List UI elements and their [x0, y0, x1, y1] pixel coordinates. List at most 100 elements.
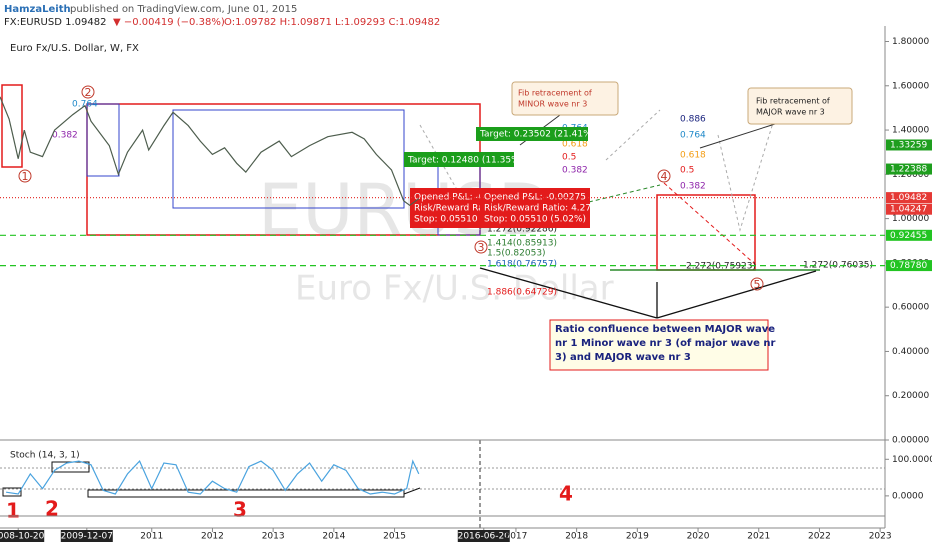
y-tick-label: 0.60000: [892, 303, 929, 313]
price-tag: [886, 203, 932, 215]
callout-text: MAJOR wave nr 3: [756, 108, 825, 117]
target-box: [404, 152, 514, 167]
x-tick-label: 2012: [201, 532, 224, 542]
stoch-title: Stoch (14, 3, 1): [10, 451, 80, 461]
symbol: FX:EURUSD 1.09482: [4, 17, 106, 28]
pnl: Opened P&L: -0.00275: [414, 193, 516, 203]
fib-label: 0.764: [680, 131, 706, 141]
wave-circles: [18, 85, 764, 291]
projection: [419, 99, 781, 232]
target-box: [476, 127, 588, 141]
x-tick-label: 2019: [626, 532, 649, 542]
fib-label: 0.5: [562, 153, 576, 163]
price-tag-label: 1.09482: [890, 193, 927, 203]
wave-labels: 1 2 3 4 5 1 2 3 4: [6, 86, 760, 523]
series-line: [0, 96, 420, 207]
callout-box: [747, 87, 853, 125]
price-tag-label: 1.04247: [890, 205, 927, 215]
x-tick-box: [60, 530, 113, 542]
callouts: Fib retracement of MINOR wave nr 3 Fib r…: [511, 81, 853, 371]
published: published on TradingView.com, June 01, 2…: [70, 4, 297, 15]
major-wave: 1: [6, 499, 20, 523]
wave-label: 4: [661, 170, 668, 183]
major-wave: 3: [233, 498, 247, 522]
y-tick-label: 0.00000: [892, 436, 929, 446]
wave-label: 3: [478, 241, 485, 254]
price-tag-label: 1.22388: [890, 165, 927, 175]
wave-circle: [18, 169, 32, 183]
box: [87, 487, 421, 498]
fib-label: 0.764: [72, 100, 98, 110]
x-tick-box: [0, 530, 45, 542]
y-tick-label: 1.60000: [892, 81, 929, 91]
y-tick-label: 1.80000: [892, 37, 929, 47]
series-line: [6, 459, 420, 495]
major-wave: 4: [559, 482, 573, 506]
fib-label: 1.5(0.82053): [487, 249, 546, 259]
arrow: [479, 267, 817, 319]
fib-label: 0.382: [680, 182, 706, 192]
change: ▼ −0.00419 (−0.38%): [113, 17, 225, 28]
fib-label: 1.272(0.76035): [803, 261, 873, 271]
stop: Stop: 0.05510 (5.02%): [484, 215, 586, 225]
fib-label: 1.414(0.85913): [487, 239, 557, 249]
callout-text: MINOR wave nr 3: [518, 100, 587, 109]
author[interactable]: HamzaLeith: [4, 4, 71, 15]
x-tick-label: 2020: [687, 532, 710, 542]
ohlc: O:1.09782 H:1.09871 L:1.09293 C:1.09482: [224, 17, 440, 28]
wave-circle: [474, 240, 488, 254]
x-tick-label: 2008-10-20: [0, 532, 45, 542]
x-tick-label: 2021: [747, 532, 770, 542]
y-tick-label: 0.20000: [892, 391, 929, 401]
x-tick-label: 2022: [808, 532, 831, 542]
x-tick-label: 2009-12-07: [61, 532, 113, 542]
price-tag-label: 0.92455: [890, 231, 927, 241]
x-tick-box: [457, 530, 510, 542]
price-tag-label: 1.33259: [890, 140, 927, 150]
fib-label: 0.382: [562, 166, 588, 176]
x-tick-label: 2017: [504, 532, 527, 542]
y-tick-label: 0.40000: [892, 347, 929, 357]
box: [2, 487, 22, 497]
x-tick-label: 2011: [140, 532, 163, 542]
stop: Stop: 0.05510 (5.02%): [414, 215, 516, 225]
fib-labels: 0.886 0.764 0.618 0.5 0.382 0.764 0.618 …: [52, 100, 873, 298]
wave-circle: [657, 169, 671, 183]
fib-label: 1.272(0.92286): [487, 225, 557, 235]
y-tick-label: 0.0000: [892, 491, 924, 501]
fib-label: 2.272(0.75923): [686, 262, 756, 272]
y-tick-label: 1.40000: [892, 126, 929, 136]
x-tick-label: 2018: [565, 532, 588, 542]
stop-box: [480, 188, 590, 228]
fib-label: 0.618: [562, 140, 588, 150]
fib-label: 0.886: [680, 115, 706, 125]
wave-label: 5: [754, 278, 761, 291]
fib-label: 0.382: [52, 131, 78, 141]
y-tick-label: 1.00000: [892, 214, 929, 224]
target: Target: 0.23502 (21.41%): [479, 130, 595, 140]
box: [1, 84, 23, 168]
wave-circle: [81, 85, 95, 99]
wave-circle: [750, 277, 764, 291]
callout-box: [549, 319, 769, 371]
y-tick-label: 1.20000: [892, 170, 929, 180]
price-tag: [886, 139, 932, 151]
x-tick-label: 2013: [262, 532, 285, 542]
fib-label: 1.886(0.64729): [487, 288, 557, 298]
rr: Risk/Reward Ratio: 4.27: [484, 204, 591, 214]
callout-text: Fib retracement of: [518, 89, 592, 98]
callout-text: nr 1 Minor wave nr 3 (of major wave nr: [555, 338, 776, 349]
axes-frame: [0, 26, 886, 529]
x-tick-label: 2015: [383, 532, 406, 542]
stop-box: [410, 188, 482, 228]
y-tick-label: 100.0000: [892, 455, 932, 465]
major-wave: 2: [45, 497, 59, 521]
x-tick-label: 2014: [322, 532, 345, 542]
fib-label: 0.5: [680, 166, 694, 176]
price-tag: [886, 229, 932, 241]
callout-text: Fib retracement of: [756, 97, 830, 106]
wave-label: 2: [85, 86, 92, 99]
callout-box: [511, 81, 619, 116]
callout-text: 3) and MAJOR wave nr 3: [555, 352, 691, 363]
